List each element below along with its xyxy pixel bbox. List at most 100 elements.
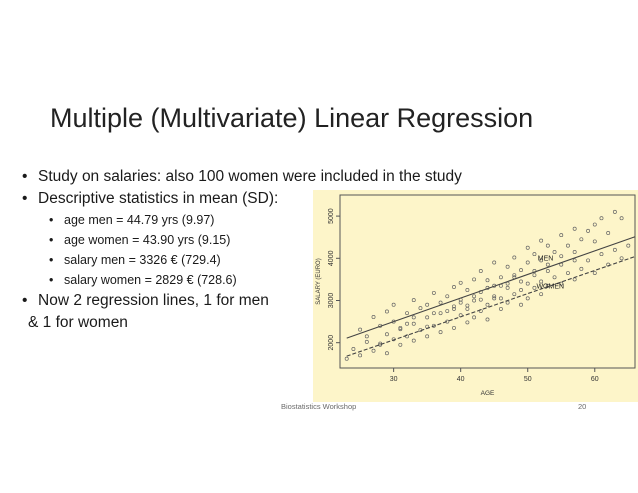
data-point-women: [525, 296, 530, 301]
data-point-men: [619, 216, 624, 221]
bullet-item: Descriptive statistics in mean (SD):: [22, 188, 542, 210]
data-point-women: [411, 338, 416, 343]
footer-text: Biostatistics Workshop: [281, 402, 357, 411]
data-point-women: [425, 315, 430, 320]
data-point-men: [405, 321, 409, 326]
data-point-men: [525, 245, 530, 250]
data-point-men: [465, 287, 470, 292]
y-tick-label: 2000: [328, 335, 335, 351]
data-point-women: [532, 285, 537, 290]
data-point-women: [485, 302, 490, 307]
data-point-men: [492, 260, 497, 265]
data-point-women: [592, 271, 597, 276]
data-point-women: [371, 348, 376, 353]
data-point-women: [344, 356, 349, 361]
data-point-women: [452, 325, 456, 330]
data-point-men: [539, 258, 544, 263]
data-point-women: [465, 306, 470, 311]
data-point-men: [445, 309, 450, 313]
data-point-women: [425, 334, 430, 339]
data-point-men: [452, 285, 456, 289]
data-point-men: [364, 334, 369, 339]
data-point-men: [478, 297, 483, 302]
data-point-women: [512, 292, 517, 297]
data-point-men: [572, 250, 577, 254]
data-point-men: [512, 273, 517, 278]
data-point-women: [465, 320, 470, 325]
data-point-men: [525, 260, 530, 265]
data-point-women: [545, 269, 550, 273]
y-tick-label: 3000: [328, 293, 335, 309]
data-point-men: [465, 303, 470, 308]
data-point-men: [391, 302, 396, 307]
data-point-women: [492, 294, 497, 299]
bullet-continuation: & 1 for women: [28, 314, 128, 331]
scatter-chart: 30 40 50 60 2000 3000 4000 5000 AGE SALARY (EURO)…: [316, 194, 636, 397]
data-point-men: [606, 231, 611, 235]
data-point-women: [398, 342, 403, 347]
data-point-men: [472, 277, 477, 282]
data-point-women: [545, 283, 550, 288]
data-point-men: [539, 238, 544, 243]
data-point-women: [599, 252, 604, 257]
data-point-men: [559, 254, 564, 259]
data-point-women: [384, 351, 389, 356]
data-point-men: [445, 294, 450, 299]
data-point-men: [425, 302, 430, 307]
data-point-women: [586, 258, 591, 263]
page-number: 20: [578, 402, 587, 411]
data-point-men: [559, 233, 564, 238]
data-point-men: [398, 327, 403, 332]
x-axis-label: AGE: [481, 390, 495, 397]
y-tick-label: 5000: [328, 208, 335, 224]
data-point-men: [572, 226, 577, 231]
data-point-men: [472, 294, 477, 299]
data-point-women: [626, 243, 631, 248]
data-point-men: [458, 280, 463, 285]
data-point-men: [418, 306, 423, 311]
slide-title: Multiple (Multivariate) Linear Regressio…: [50, 103, 534, 133]
y-axis-label: SALARY (EURO): [316, 258, 322, 304]
bullet-list: Study on salaries: also 100 women were i…: [22, 166, 542, 334]
x-tick-label: 40: [457, 376, 465, 383]
data-point-men: [566, 243, 570, 248]
series-label: WOMEN: [536, 284, 564, 291]
data-point-men: [505, 264, 510, 269]
data-point-women: [552, 275, 557, 280]
data-point-women: [498, 296, 503, 301]
y-tick-label: 4000: [328, 250, 335, 266]
data-point-men: [384, 309, 389, 314]
data-point-men: [519, 268, 523, 273]
data-point-women: [398, 325, 403, 330]
data-point-women: [384, 332, 389, 337]
sub-bullet-item: salary men = 3326 € (729.4): [22, 250, 542, 270]
data-point-women: [358, 353, 363, 358]
data-point-men: [612, 209, 617, 214]
data-point-men: [519, 279, 523, 284]
series-label: MEN: [538, 255, 554, 262]
data-point-women: [351, 347, 356, 351]
sub-bullet-item: age men = 44.79 yrs (9.97): [22, 210, 542, 230]
data-point-women: [505, 285, 510, 290]
regression-line-men: [346, 236, 636, 339]
data-point-men: [545, 243, 550, 248]
data-point-men: [579, 237, 584, 242]
data-point-men: [586, 228, 591, 233]
data-point-women: [619, 256, 624, 261]
data-point-men: [512, 255, 517, 260]
data-point-men: [411, 315, 416, 320]
data-point-men: [592, 239, 597, 244]
data-point-women: [438, 311, 443, 316]
data-point-men: [371, 314, 376, 319]
data-point-women: [519, 287, 523, 292]
data-point-women: [566, 271, 570, 276]
data-point-men: [492, 296, 497, 301]
data-point-women: [485, 317, 490, 322]
data-point-women: [452, 306, 456, 311]
scatter-chart-panel: 30 40 50 60 2000 3000 4000 5000 AGE SALARY (EURO)…: [313, 190, 638, 402]
data-point-men: [545, 262, 550, 267]
bullet-item: Study on salaries: also 100 women were i…: [22, 166, 542, 188]
data-point-men: [599, 216, 604, 221]
data-point-men: [431, 290, 436, 295]
data-point-men: [431, 311, 436, 316]
